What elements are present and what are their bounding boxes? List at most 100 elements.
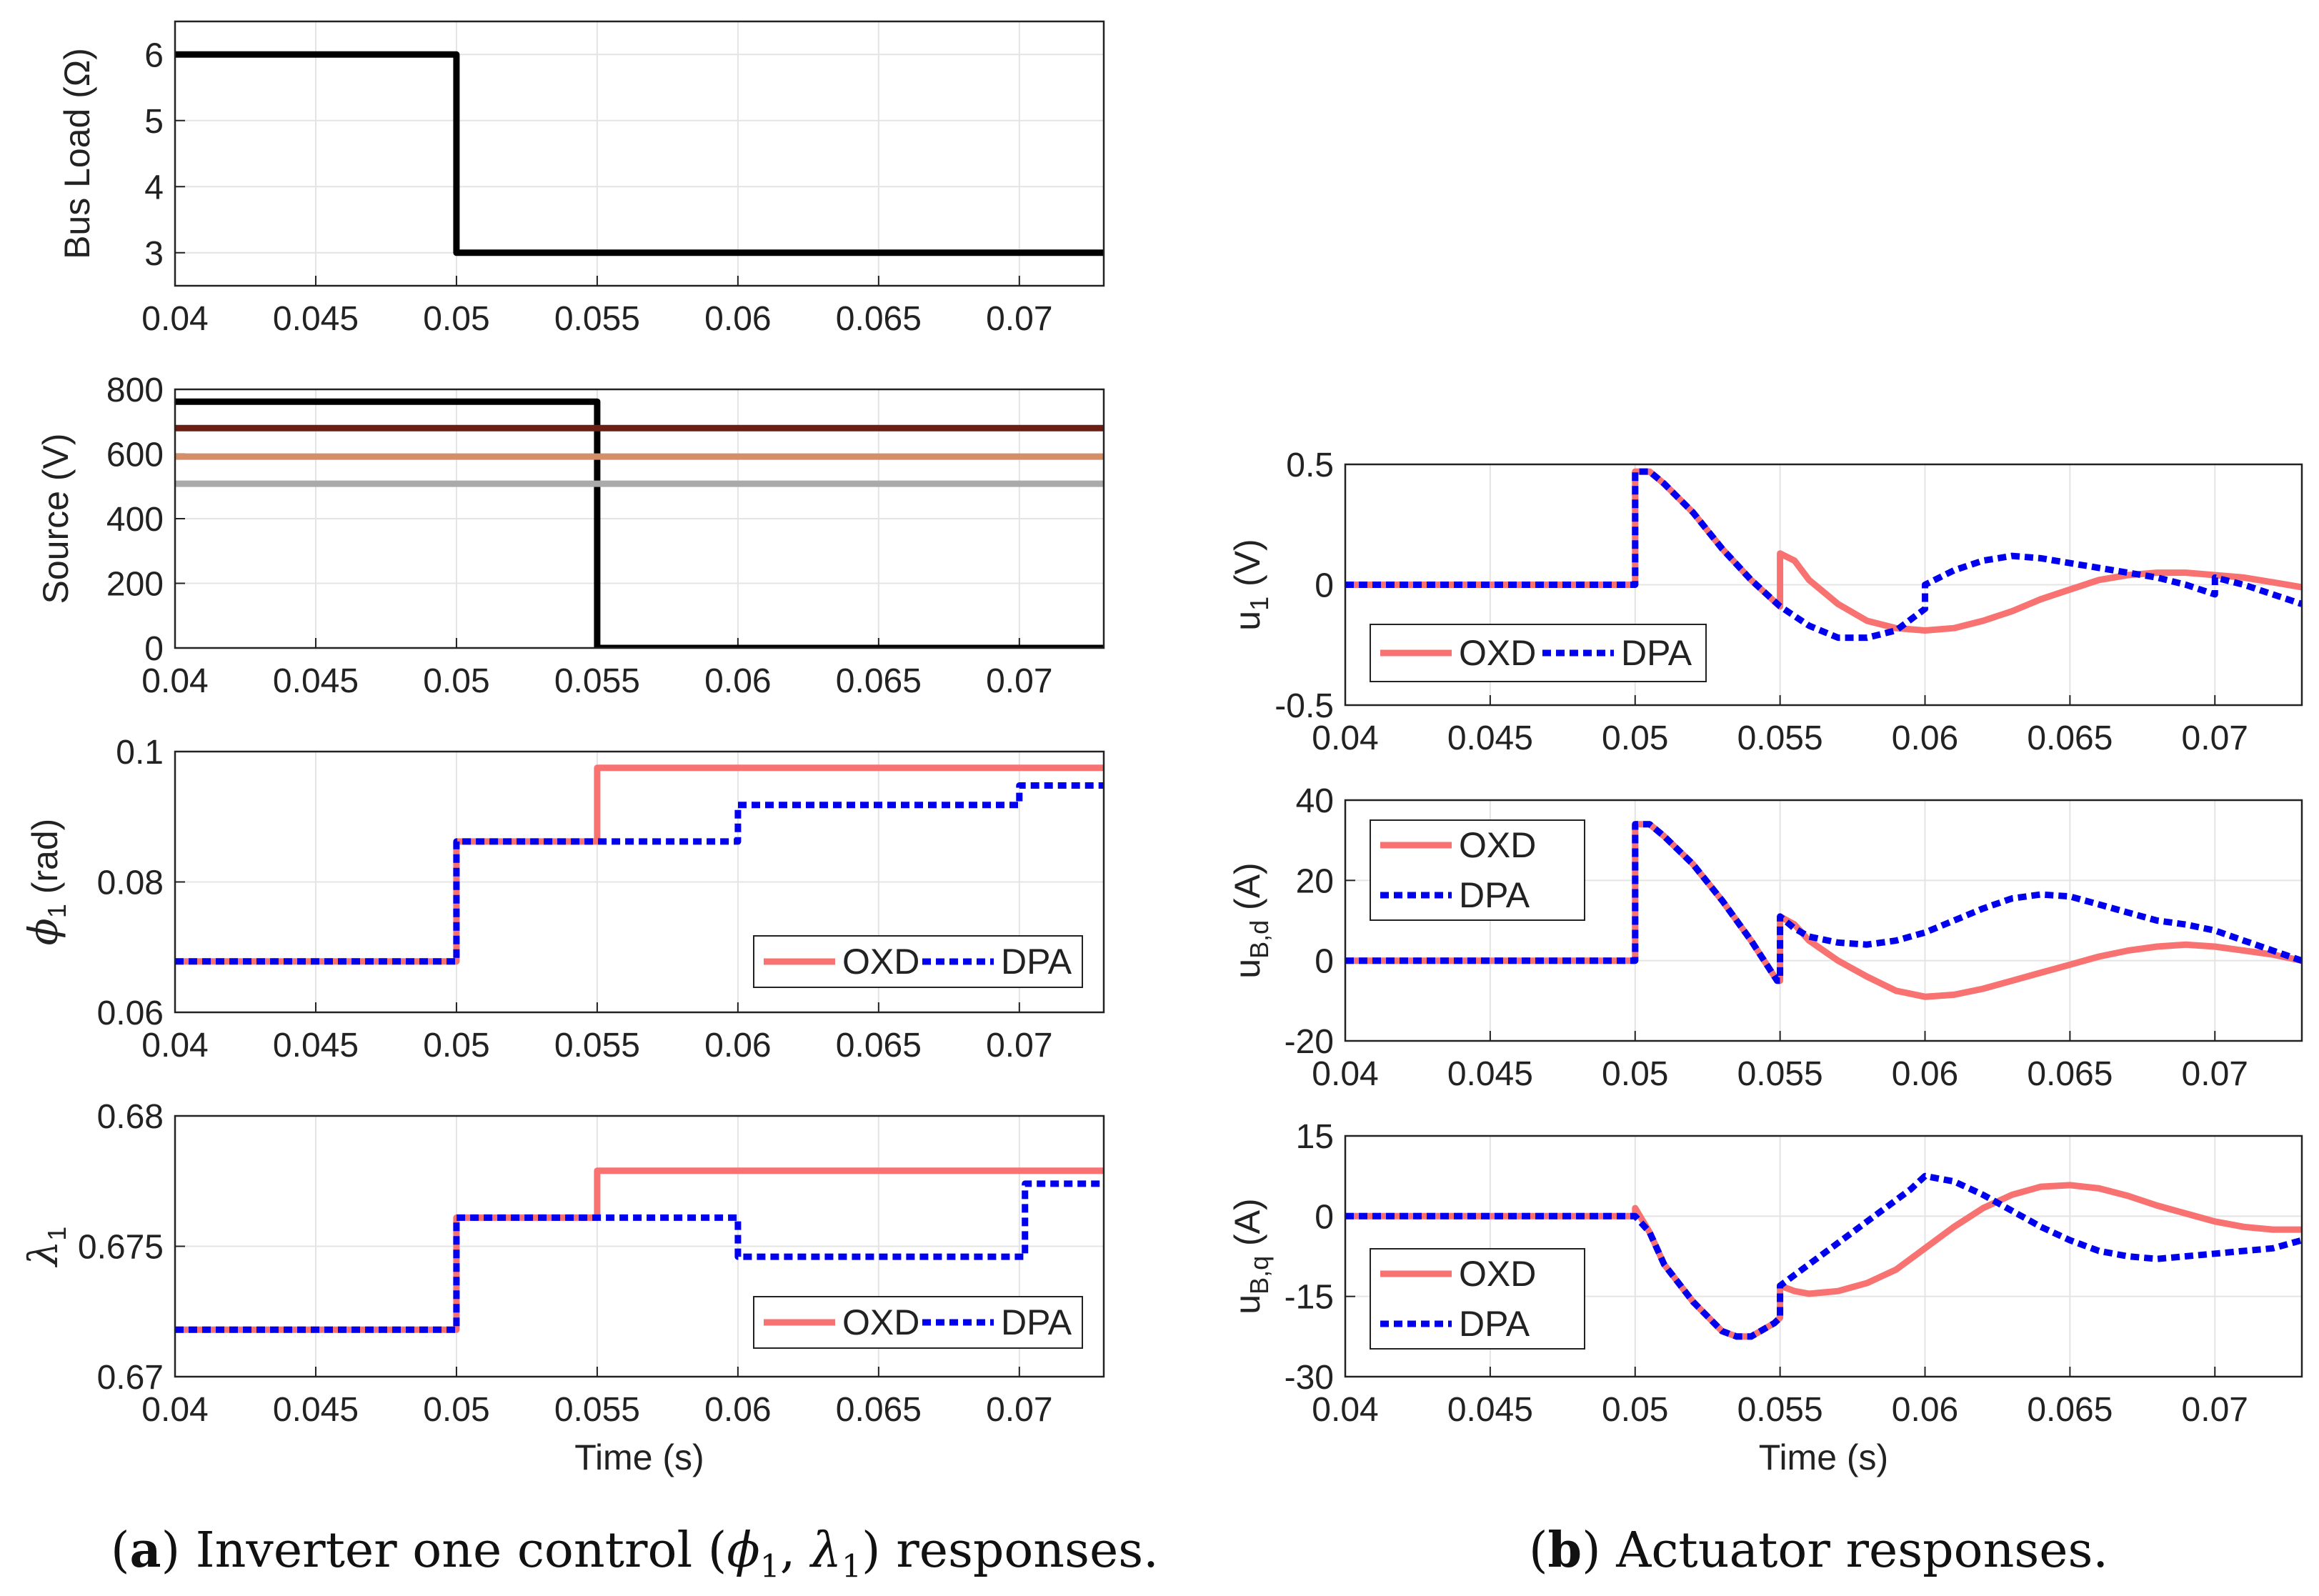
y-tick-label: 600 [106, 437, 164, 474]
legend-label: DPA [1459, 875, 1530, 915]
series-line-dpa [1345, 821, 2302, 984]
series-group [1345, 1172, 2302, 1340]
legend-label: OXD [842, 942, 919, 982]
x-tick-label: 0.05 [423, 1027, 489, 1064]
x-tick-label: 0.04 [141, 662, 208, 700]
y-tick-label: 400 [106, 501, 164, 539]
x-tick-label: 0.06 [1892, 1055, 1958, 1093]
x-tick-label: 0.045 [273, 662, 359, 700]
chart-ubd: 0.04 0.045 0.05 0.055 0.06 0.065 0.07 -20 0 20 40 u… [1227, 782, 2303, 1093]
x-tick-label: 0.055 [554, 662, 640, 700]
x-axis-label: Time (s) [1759, 1437, 1888, 1477]
x-tick-label: 0.07 [986, 1391, 1052, 1429]
legend-label: OXD [1459, 633, 1536, 673]
series-line-dpa [175, 782, 1104, 965]
y-tick-label: 0.08 [97, 864, 164, 902]
x-tick-label: 0.045 [273, 1391, 359, 1429]
y-tick-label: 0 [1315, 943, 1334, 981]
chart-u1: 0.04 0.045 0.05 0.055 0.06 0.065 0.07 -0.5 0 0.5 u… [1227, 447, 2303, 757]
x-tick-label: 0.06 [704, 662, 771, 700]
y-tick-label: 0.06 [97, 994, 164, 1032]
legend-label: OXD [842, 1302, 919, 1342]
x-tick-label: 0.07 [2182, 1391, 2248, 1429]
x-tick-label: 0.045 [1447, 1391, 1533, 1429]
y-tick-label: 0.675 [78, 1229, 164, 1267]
legend-label: DPA [1621, 633, 1692, 673]
x-tick-label: 0.05 [423, 300, 489, 338]
axes-box [1344, 799, 2303, 1042]
x-tick-label: 0.055 [1737, 1055, 1823, 1093]
y-tick-label: 0.1 [116, 734, 164, 772]
axes-box [174, 388, 1105, 649]
x-tick-label: 0.07 [986, 300, 1052, 338]
legend-box [1370, 819, 1585, 921]
y-axis-label: λ1 [21, 1227, 71, 1268]
y-tick-label: -0.5 [1275, 687, 1334, 725]
plot-background [175, 21, 1104, 286]
series-line-dpa [1345, 468, 2302, 642]
x-tick-label: 0.06 [1892, 719, 1958, 757]
x-tick-label: 0.04 [1312, 719, 1378, 757]
x-tick-label: 0.04 [1312, 1055, 1378, 1093]
x-tick-label: 0.07 [986, 662, 1052, 700]
legend-label: DPA [1001, 942, 1072, 982]
series-group [175, 1167, 1104, 1333]
x-tick-label: 0.07 [2182, 719, 2248, 757]
chart-ubq: 0.04 0.045 0.05 0.055 0.06 0.065 0.07 -30 -15 0 15… [1227, 1118, 2303, 1477]
y-tick-label: 0 [1315, 1198, 1334, 1236]
y-tick-label: 20 [1296, 862, 1334, 900]
y-tick-label: 5 [144, 103, 164, 141]
x-tick-label: 0.065 [2027, 719, 2113, 757]
y-tick-label: 0 [1315, 567, 1334, 605]
x-tick-label: 0.065 [836, 1391, 922, 1429]
legend: OXD DPA [753, 935, 1083, 988]
x-tick-label: 0.05 [1602, 719, 1668, 757]
x-tick-label: 0.055 [554, 300, 640, 338]
x-tick-label: 0.05 [1602, 1391, 1668, 1429]
y-axis-label: u1 (V) [1227, 539, 1274, 630]
y-tick-label: 15 [1296, 1118, 1334, 1156]
y-axis-label: Bus Load (Ω) [57, 48, 97, 259]
y-tick-label: 200 [106, 566, 164, 604]
x-axis-label: Time (s) [574, 1437, 704, 1477]
x-tick-label: 0.055 [1737, 1391, 1823, 1429]
x-tick-label: 0.045 [273, 1027, 359, 1064]
legend-box [753, 935, 1083, 988]
x-tick-label: 0.06 [1892, 1391, 1958, 1429]
x-tick-label: 0.065 [836, 1027, 922, 1064]
series-line-oxd [1345, 468, 2302, 634]
series-line-bus-load [175, 51, 1104, 256]
x-tick-label: 0.05 [423, 662, 489, 700]
legend-label: DPA [1459, 1304, 1530, 1344]
y-tick-label: -15 [1285, 1279, 1334, 1317]
series-group [175, 398, 1104, 648]
legend: OXD DPA [1370, 1248, 1585, 1350]
x-tick-label: 0.04 [141, 1027, 208, 1064]
x-tick-label: 0.045 [1447, 1055, 1533, 1093]
series-line-source-1 [175, 398, 1104, 648]
axes-box [1344, 1134, 2303, 1378]
y-tick-label: -30 [1285, 1359, 1334, 1397]
y-axis-label: uB,q (A) [1227, 1198, 1274, 1314]
x-tick-label: 0.045 [1447, 719, 1533, 757]
x-tick-label: 0.065 [2027, 1391, 2113, 1429]
y-tick-label: -20 [1285, 1023, 1334, 1061]
y-tick-label: 3 [144, 235, 164, 273]
y-axis-label: Source (V) [36, 434, 76, 604]
x-tick-label: 0.04 [141, 1391, 208, 1429]
caption-b: (b) Actuator responses. [1529, 1522, 2109, 1579]
x-tick-label: 0.055 [1737, 719, 1823, 757]
x-tick-label: 0.07 [2182, 1055, 2248, 1093]
chart-source: 0.04 0.045 0.05 0.055 0.06 0.065 0.07 0 200 400 60… [36, 371, 1105, 700]
y-tick-label: 0.68 [97, 1098, 164, 1136]
x-tick-label: 0.06 [704, 300, 771, 338]
chart-lambda1: 0.04 0.045 0.05 0.055 0.06 0.065 0.07 0.67 0.675… [21, 1098, 1105, 1477]
legend-label: OXD [1459, 1254, 1536, 1294]
caption-a: (a) Inverter one control (ϕ1, λ1) respon… [111, 1522, 1159, 1585]
legend: OXD DPA [753, 1296, 1083, 1349]
y-tick-label: 0 [144, 630, 164, 668]
y-tick-label: 6 [144, 36, 164, 74]
x-tick-label: 0.06 [704, 1391, 771, 1429]
series-group [175, 764, 1104, 965]
